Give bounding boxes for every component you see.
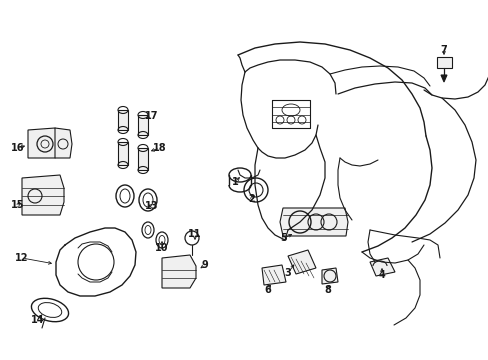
Polygon shape (28, 128, 62, 158)
Polygon shape (162, 255, 196, 288)
Polygon shape (22, 175, 64, 215)
Polygon shape (138, 115, 148, 135)
Text: 4: 4 (378, 270, 385, 280)
Polygon shape (55, 128, 72, 158)
Polygon shape (369, 258, 394, 276)
Text: 1: 1 (231, 177, 238, 187)
Text: 13: 13 (145, 201, 159, 211)
Text: 2: 2 (248, 194, 255, 204)
Text: 11: 11 (188, 229, 202, 239)
Polygon shape (440, 75, 446, 82)
Text: 6: 6 (264, 285, 271, 295)
Polygon shape (118, 110, 128, 130)
Polygon shape (321, 268, 337, 284)
Text: 17: 17 (145, 111, 159, 121)
Text: 12: 12 (15, 253, 29, 263)
Polygon shape (280, 208, 347, 236)
Text: 16: 16 (11, 143, 25, 153)
Text: 7: 7 (440, 45, 447, 55)
Polygon shape (138, 148, 148, 170)
Text: 5: 5 (280, 233, 287, 243)
Polygon shape (436, 57, 451, 68)
Polygon shape (118, 142, 128, 165)
Text: 8: 8 (324, 285, 331, 295)
Text: 18: 18 (153, 143, 166, 153)
Text: 3: 3 (284, 268, 291, 278)
Text: 14: 14 (31, 315, 45, 325)
Text: 10: 10 (155, 243, 168, 253)
Text: 9: 9 (201, 260, 208, 270)
Polygon shape (287, 250, 315, 274)
Text: 15: 15 (11, 200, 25, 210)
Polygon shape (262, 265, 285, 285)
